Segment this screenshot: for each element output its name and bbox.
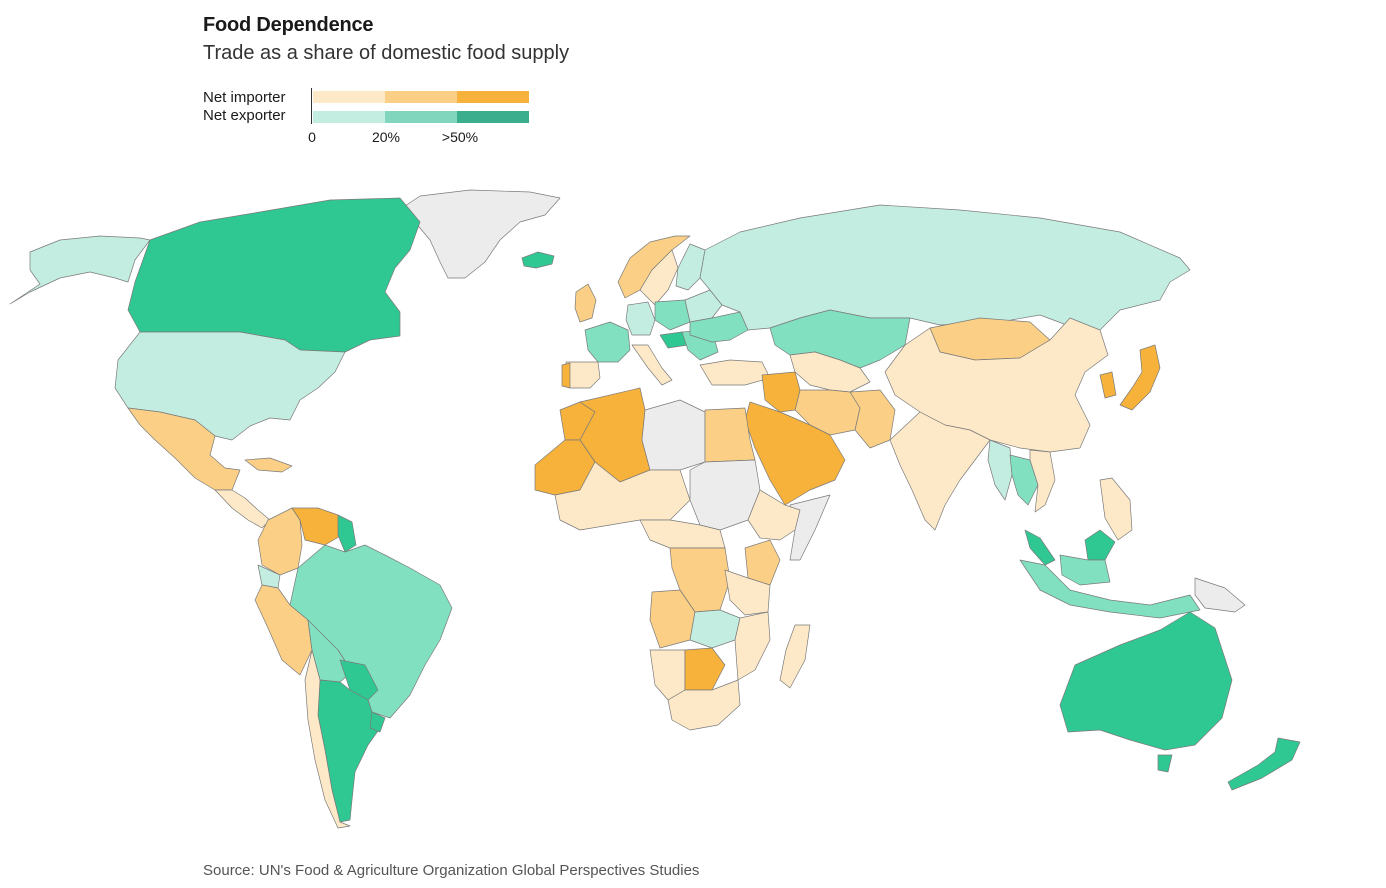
finland	[675, 243, 706, 291]
source-note: Source: UN's Food & Agriculture Organiza…	[203, 862, 700, 879]
mozambique	[734, 611, 771, 681]
libya	[641, 399, 706, 471]
venezuela	[291, 507, 343, 546]
chart-title: Food Dependence	[203, 14, 374, 36]
south-korea	[1099, 371, 1117, 399]
belarus	[684, 289, 723, 323]
cuba	[244, 457, 293, 473]
malaysia	[1024, 529, 1056, 566]
legend-tick-50: >50%	[441, 129, 479, 145]
myanmar	[987, 439, 1013, 501]
italy	[631, 344, 673, 386]
legend-swatch-importer-low	[313, 91, 385, 103]
japan	[1119, 344, 1161, 411]
iceland	[521, 251, 555, 269]
legend-swatch-exporter-high	[457, 111, 529, 123]
legend-swatch-importer-high	[457, 91, 529, 103]
chile	[304, 649, 351, 829]
madagascar	[779, 624, 811, 689]
paraguay	[339, 659, 379, 701]
legend-exporter-scale	[313, 111, 529, 123]
legend-swatch-exporter-mid	[385, 111, 457, 123]
saudi-arabia	[744, 401, 846, 506]
uk	[574, 283, 597, 323]
chart-subtitle: Trade as a share of domestic food supply	[203, 42, 570, 64]
france	[584, 321, 631, 363]
australia	[1059, 611, 1233, 751]
legend-axis	[311, 88, 312, 124]
poland	[654, 299, 691, 331]
vietnam	[1029, 449, 1056, 513]
legend-label-importer: Net importer	[203, 89, 286, 106]
borneo-malaysia	[1084, 529, 1116, 561]
central-america	[214, 489, 271, 529]
kenya	[744, 539, 781, 586]
india	[889, 411, 991, 531]
canada	[127, 197, 421, 353]
peru	[254, 584, 313, 676]
ethiopia	[747, 489, 801, 541]
mexico	[127, 407, 241, 491]
legend-tick-0: 0	[308, 129, 316, 145]
legend-swatch-importer-mid	[385, 91, 457, 103]
legend-label-exporter: Net exporter	[203, 107, 286, 124]
legend: Net importer Net exporter 0 20% >50%	[203, 86, 543, 148]
germany	[625, 301, 656, 336]
zambia	[689, 609, 741, 649]
legend-tick-20: 20%	[371, 129, 401, 145]
new-zealand	[1227, 737, 1301, 791]
sulawesi-kalimantan	[1059, 554, 1111, 586]
norway	[617, 235, 691, 299]
russia	[699, 204, 1191, 331]
guyana	[337, 514, 357, 553]
legend-swatch-exporter-low	[313, 111, 385, 123]
somalia	[789, 494, 831, 561]
afghanistan-pakistan	[849, 389, 896, 449]
south-africa	[667, 679, 741, 731]
uruguay	[369, 711, 386, 733]
tasmania	[1157, 754, 1173, 773]
alaska	[9, 235, 151, 305]
portugal	[561, 362, 571, 389]
egypt	[704, 407, 756, 463]
namibia	[649, 649, 686, 701]
ukraine	[689, 311, 749, 343]
world-map	[9, 189, 1301, 829]
papua-new-guinea	[1194, 577, 1246, 613]
legend-importer-scale	[313, 91, 529, 103]
iraq	[761, 371, 801, 413]
botswana	[684, 647, 726, 691]
philippines	[1099, 477, 1133, 541]
spain	[565, 361, 601, 389]
central-asia	[789, 351, 871, 393]
indonesia	[1019, 559, 1201, 619]
greenland	[404, 189, 561, 279]
turkey	[699, 359, 771, 386]
